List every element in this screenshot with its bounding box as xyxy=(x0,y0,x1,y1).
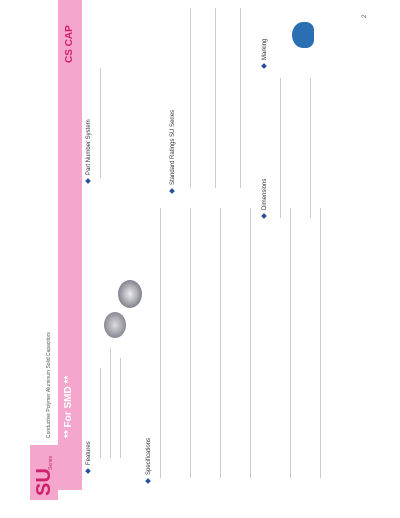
page-number: 2 xyxy=(362,14,368,18)
table-line xyxy=(190,8,191,188)
series-suffix: Series xyxy=(48,455,54,470)
text-line xyxy=(120,358,121,458)
description: Conductive Polymer Aluminum Solid Capaci… xyxy=(46,332,52,438)
table-line xyxy=(310,78,311,218)
section-heading: Specifications xyxy=(146,438,152,483)
section-heading: Marking xyxy=(262,39,268,68)
table-line xyxy=(250,208,251,478)
text-line xyxy=(100,68,101,178)
brand: CS CAP xyxy=(64,25,75,63)
table-line xyxy=(320,208,321,478)
table-line xyxy=(190,208,191,478)
text-line xyxy=(110,348,111,458)
series-name: SU xyxy=(33,468,55,496)
table-line xyxy=(160,208,161,478)
section-heading: Features xyxy=(86,441,92,473)
subtitle: ** For SMD ** xyxy=(63,375,74,438)
table-line xyxy=(240,8,241,188)
marking-image xyxy=(292,22,314,48)
table-line xyxy=(220,208,221,478)
capacitor-image xyxy=(118,280,142,308)
table-line xyxy=(280,78,281,218)
table-line xyxy=(215,8,216,188)
section-heading: Part Number System xyxy=(86,119,92,183)
text-line xyxy=(100,368,101,458)
table-line xyxy=(290,208,291,478)
capacitor-image xyxy=(104,312,126,338)
section-heading: Dimensions xyxy=(262,179,268,218)
section-heading: Standard Ratings SU Series xyxy=(170,110,176,193)
